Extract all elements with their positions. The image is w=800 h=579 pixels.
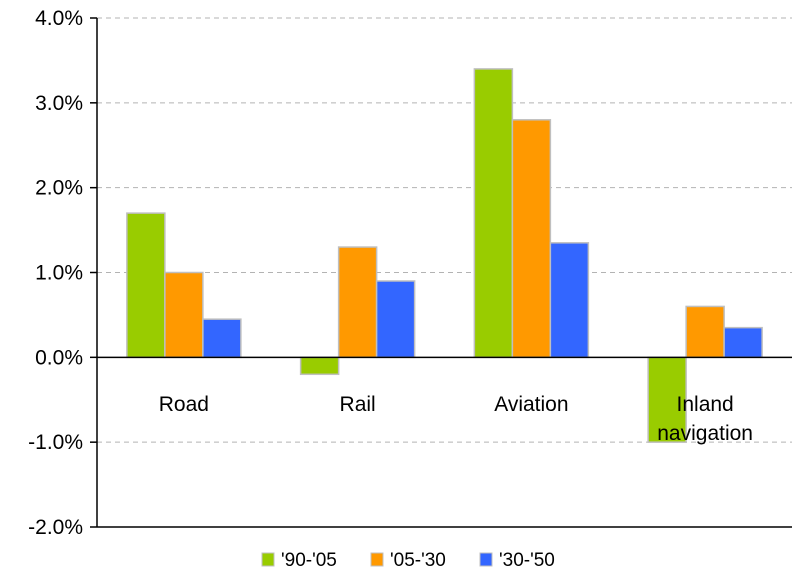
bar-2-1 [164, 271, 204, 359]
legend: '90-'05 '05-'30 '30-'50 [261, 550, 555, 571]
bar-3-2 [375, 280, 416, 359]
bar-2-4 [685, 305, 725, 359]
bar-1-3 [473, 68, 514, 359]
legend-label: '05-'30 [390, 550, 446, 571]
category-label: Road [159, 393, 209, 416]
bars [126, 68, 763, 443]
bar-3-4 [723, 326, 763, 359]
legend-label: '90-'05 [281, 550, 337, 571]
bar-1-1 [126, 212, 166, 359]
category-label: Rail [340, 393, 376, 416]
y-tick-label: 1.0% [35, 262, 83, 285]
y-tick-label: 0.0% [35, 346, 83, 369]
bar-2-3 [511, 119, 552, 359]
y-tick-label: -1.0% [28, 431, 83, 454]
category-label: Inland [677, 393, 734, 416]
category-label: Aviation [494, 393, 568, 416]
legend-swatch [370, 552, 384, 567]
bar-3-3 [549, 242, 590, 359]
grid-lines [97, 17, 792, 443]
y-tick-label: 4.0% [35, 7, 83, 30]
category-label: navigation [657, 422, 753, 445]
bar-2-2 [337, 246, 378, 359]
legend-swatch [261, 552, 275, 567]
y-tick-label: -2.0% [28, 516, 83, 539]
legend-swatch [479, 552, 493, 567]
category-labels: Road Rail Aviation Inland navigation [159, 393, 753, 445]
axes [90, 17, 792, 528]
y-tick-label: 3.0% [35, 92, 83, 115]
y-tick-labels: -2.0% -1.0% 0.0% 1.0% 2.0% 3.0% 4.0% [28, 7, 83, 539]
bar-1-2 [299, 356, 340, 376]
legend-label: '30-'50 [499, 550, 555, 571]
bar-3-1 [202, 318, 242, 359]
y-tick-label: 2.0% [35, 177, 83, 200]
